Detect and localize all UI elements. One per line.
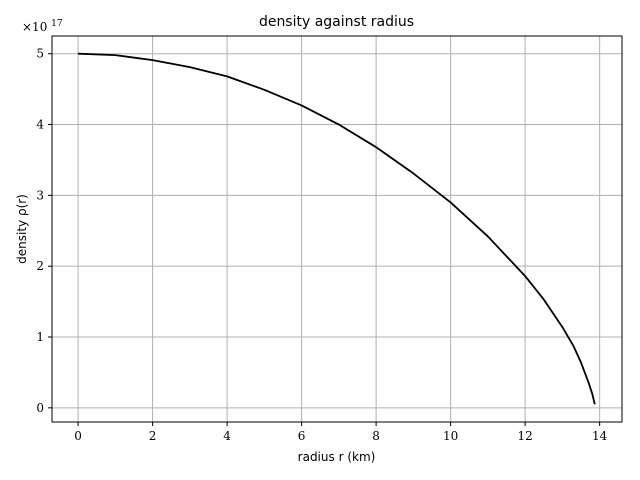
line-layer: [78, 52, 596, 405]
x-tick-label-0: 0: [74, 429, 82, 443]
y-scale-factor: ×10 17: [22, 19, 63, 34]
y-tick-label-2: 2: [36, 259, 44, 273]
y-axis-label: density ρ(r): [15, 194, 29, 264]
x-tick-label-6: 12: [517, 429, 532, 443]
x-tick-label-5: 10: [443, 429, 458, 443]
y-tick-label-5: 5: [36, 47, 44, 61]
x-axis-label: radius r (km): [298, 450, 376, 464]
y-scale-factor-base: ×10: [22, 20, 47, 34]
y-tick-label-1: 1: [36, 330, 44, 344]
x-tick-label-2: 4: [223, 429, 231, 443]
x-tick-label-4: 8: [372, 429, 380, 443]
chart-title: density against radius: [259, 14, 414, 30]
x-tick-label-3: 6: [298, 429, 306, 443]
grid-layer: [52, 36, 622, 422]
y-tick-label-3: 3: [36, 188, 44, 202]
y-tick-label-4: 4: [36, 118, 44, 132]
y-scale-factor-exponent: 17: [51, 19, 63, 29]
y-tick-label-0: 0: [36, 401, 44, 415]
series-line-0: [78, 52, 596, 405]
x-tick-label-7: 14: [592, 429, 608, 443]
axes-frame: [51, 35, 623, 423]
x-tick-label-1: 2: [149, 429, 157, 443]
